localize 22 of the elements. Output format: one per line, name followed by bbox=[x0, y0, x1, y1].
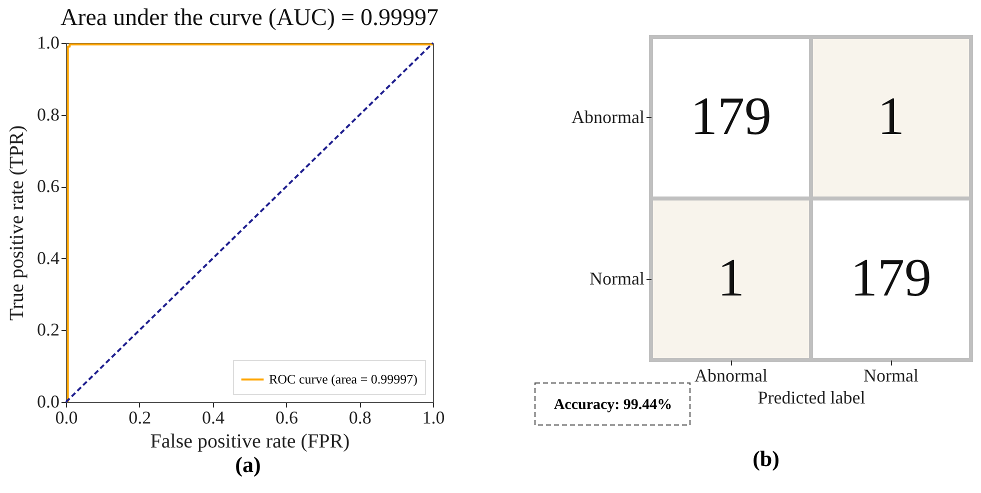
y-tick-label: 0.6 bbox=[37, 176, 60, 196]
x-axis-title: Predicted label bbox=[758, 388, 866, 408]
y-tick-label: 0.8 bbox=[37, 104, 60, 124]
y-axis-title: True positive rate (TPR) bbox=[6, 125, 28, 321]
x-axis-title: False positive rate (FPR) bbox=[150, 430, 350, 452]
text: (b) bbox=[752, 446, 780, 471]
chart-title: Area under the curve (AUC) = 0.99997 bbox=[60, 5, 439, 31]
data-label: 179 bbox=[690, 86, 772, 146]
text: Accuracy: 99.44% bbox=[554, 397, 672, 413]
y-tick-label: 1.0 bbox=[37, 32, 60, 52]
x-tick-label: 0.6 bbox=[275, 408, 298, 428]
x-tick-label: 0.2 bbox=[128, 408, 152, 428]
data-label: 179 bbox=[850, 247, 932, 308]
x-tick-label: 0.4 bbox=[202, 408, 225, 428]
x-tick-label: 0.8 bbox=[348, 408, 372, 428]
y-tick-label: 0.2 bbox=[37, 320, 60, 340]
data-label: 1 bbox=[878, 86, 904, 146]
data-label: 1 bbox=[718, 247, 744, 308]
x-tick-label: 1.0 bbox=[422, 408, 445, 428]
legend-label: ROC curve (area = 0.99997) bbox=[269, 372, 418, 386]
y-tick-label: 0.4 bbox=[37, 248, 60, 268]
text: (a) bbox=[235, 452, 261, 477]
